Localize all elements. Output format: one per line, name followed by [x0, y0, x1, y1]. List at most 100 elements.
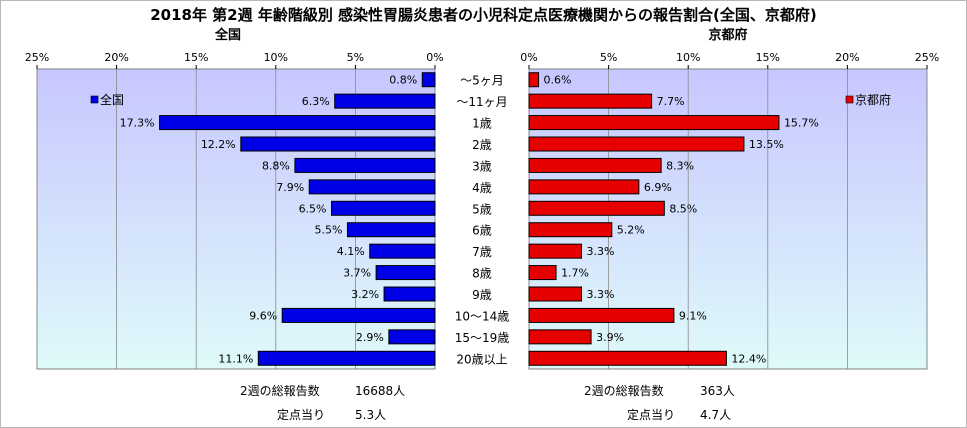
- national-plot-area: [36, 68, 436, 370]
- national-data-label: 11.1%: [218, 352, 253, 365]
- national-bar: [308, 179, 436, 195]
- national-bar: [334, 93, 436, 109]
- national-data-label: 5.5%: [314, 224, 342, 237]
- kyoto-bar: [528, 115, 780, 131]
- kyoto-bar: [528, 93, 653, 109]
- national-legend-swatch: [90, 95, 99, 104]
- kyoto-bar: [528, 200, 665, 216]
- chart-title: 2018年 第2週 年齢階級別 感染性胃腸炎患者の小児科定点医療機関からの報告割…: [150, 6, 817, 24]
- national-data-label: 12.2%: [201, 138, 236, 151]
- national-bar: [159, 115, 436, 131]
- kyoto-bar: [528, 265, 557, 281]
- kyoto-data-label: 12.4%: [731, 352, 766, 365]
- national-tick-label: 20%: [104, 51, 128, 64]
- kyoto-per-label: 定点当り: [627, 408, 676, 422]
- kyoto-total-label: 2週の総報告数: [584, 384, 664, 398]
- national-data-label: 17.3%: [120, 117, 155, 130]
- kyoto-data-label: 3.3%: [587, 245, 615, 258]
- category-label: 7歳: [472, 245, 492, 259]
- category-label: 4歳: [472, 181, 492, 195]
- national-per-value: 5.3人: [355, 408, 387, 422]
- category-label: 1歳: [472, 117, 492, 131]
- national-tick-label: 0%: [426, 51, 443, 64]
- national-data-label: 9.6%: [249, 309, 277, 322]
- kyoto-bar: [528, 350, 727, 366]
- national-data-label: 6.3%: [302, 95, 330, 108]
- category-label: 8歳: [472, 267, 492, 281]
- national-total-value: 16688人: [355, 384, 406, 398]
- kyoto-tick-label: 10%: [676, 51, 700, 64]
- kyoto-data-label: 3.9%: [596, 331, 624, 344]
- category-label: 10～14歳: [455, 309, 510, 323]
- category-label: 6歳: [472, 224, 492, 238]
- national-legend-label: 全国: [100, 92, 124, 107]
- category-label: 2歳: [472, 138, 492, 152]
- kyoto-data-label: 0.6%: [544, 74, 572, 87]
- national-total-label: 2週の総報告数: [240, 384, 320, 398]
- national-data-label: 7.9%: [276, 181, 304, 194]
- category-label: 20歳以上: [456, 352, 507, 366]
- kyoto-bar: [528, 136, 745, 152]
- category-label: 9歳: [472, 288, 492, 302]
- kyoto-tick-label: 20%: [835, 51, 859, 64]
- national-bar: [240, 136, 436, 152]
- kyoto-tick-label: 5%: [600, 51, 617, 64]
- national-data-label: 3.7%: [343, 267, 371, 280]
- national-bar: [331, 200, 436, 216]
- national-data-label: 4.1%: [337, 245, 365, 258]
- national-bar: [421, 72, 436, 88]
- national-bar: [294, 157, 436, 173]
- national-data-label: 0.8%: [389, 74, 417, 87]
- national-tick-label: 25%: [25, 51, 49, 64]
- kyoto-data-label: 7.7%: [657, 95, 685, 108]
- kyoto-tick-label: 15%: [756, 51, 780, 64]
- kyoto-bar: [528, 157, 662, 173]
- national-data-label: 2.9%: [356, 331, 384, 344]
- kyoto-legend-swatch: [845, 95, 854, 104]
- national-tick-label: 5%: [347, 51, 364, 64]
- kyoto-legend-label: 京都府: [855, 92, 891, 107]
- national-bar: [375, 265, 436, 281]
- kyoto-bar: [528, 329, 592, 345]
- kyoto-data-label: 8.5%: [669, 202, 697, 215]
- kyoto-tick-label: 25%: [915, 51, 939, 64]
- national-panel-title: 全国: [214, 28, 241, 43]
- kyoto-total-value: 363人: [700, 384, 735, 398]
- kyoto-plot-area: [528, 68, 928, 370]
- category-label: ～11ヶ月: [456, 95, 507, 109]
- category-label: ～5ヶ月: [460, 74, 504, 88]
- national-bar: [257, 350, 436, 366]
- kyoto-data-label: 5.2%: [617, 224, 645, 237]
- national-data-label: 6.5%: [299, 202, 327, 215]
- kyoto-data-label: 13.5%: [749, 138, 784, 151]
- kyoto-per-value: 4.7人: [700, 408, 732, 422]
- kyoto-data-label: 15.7%: [784, 117, 819, 130]
- national-per-label: 定点当り: [277, 408, 326, 422]
- kyoto-data-label: 1.7%: [561, 267, 589, 280]
- national-data-label: 3.2%: [351, 288, 379, 301]
- kyoto-tick-label: 0%: [520, 51, 537, 64]
- national-tick-label: 15%: [184, 51, 208, 64]
- kyoto-bar: [528, 307, 675, 323]
- kyoto-bar: [528, 222, 613, 238]
- national-data-label: 8.8%: [262, 159, 290, 172]
- category-label: 3歳: [472, 159, 492, 173]
- kyoto-bar: [528, 179, 640, 195]
- kyoto-data-label: 8.3%: [666, 159, 694, 172]
- kyoto-data-label: 6.9%: [644, 181, 672, 194]
- national-tick-label: 10%: [264, 51, 288, 64]
- kyoto-bar: [528, 72, 540, 88]
- kyoto-bar: [528, 243, 583, 259]
- kyoto-data-label: 3.3%: [587, 288, 615, 301]
- national-bar: [388, 329, 436, 345]
- kyoto-data-label: 9.1%: [679, 309, 707, 322]
- kyoto-panel-title: 京都府: [708, 28, 748, 43]
- national-bar: [281, 307, 436, 323]
- kyoto-bar: [528, 286, 583, 302]
- national-bar: [369, 243, 436, 259]
- category-label: 5歳: [472, 202, 492, 216]
- category-label: 15～19歳: [455, 331, 510, 345]
- national-bar: [383, 286, 436, 302]
- national-bar: [346, 222, 436, 238]
